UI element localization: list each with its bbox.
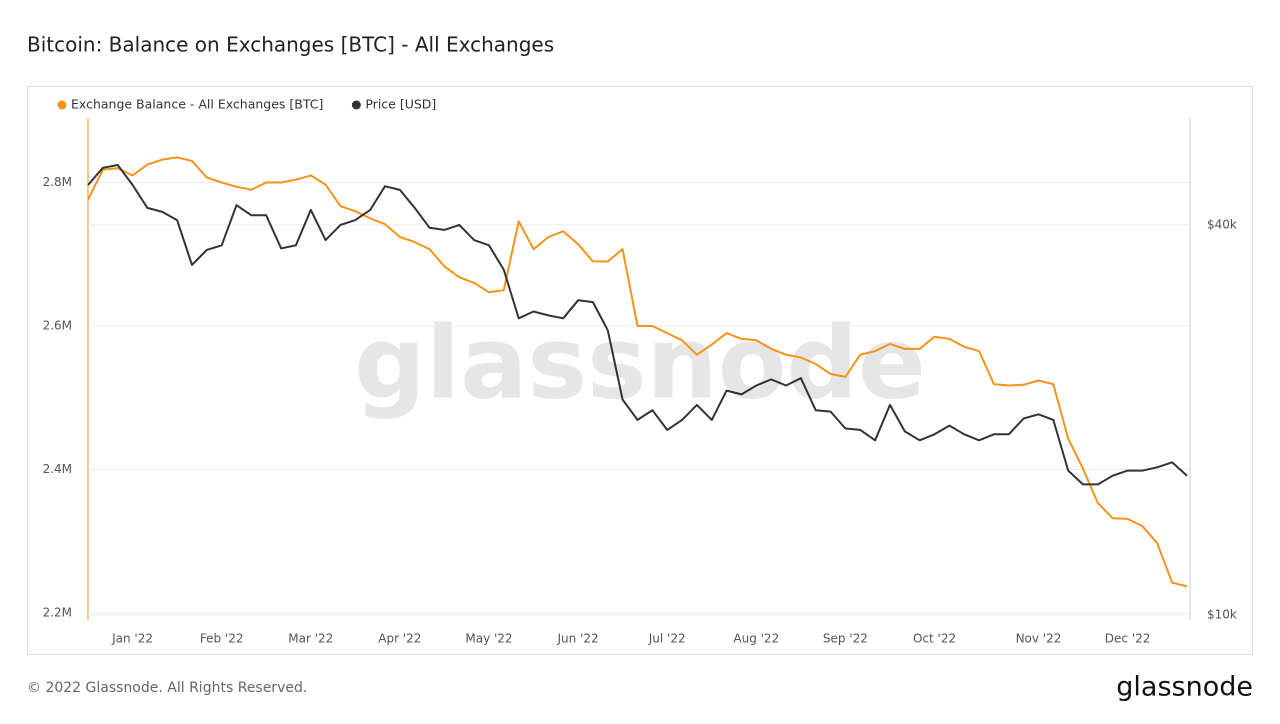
y-tick-label: 2.8M [43, 175, 72, 189]
y2-tick-label: $10k [1207, 607, 1237, 621]
x-tick-label: Sep '22 [823, 632, 868, 646]
series-line [87, 156, 1188, 588]
watermark: glassnode [354, 304, 926, 421]
y-tick-label: 2.2M [43, 605, 72, 619]
legend-marker [351, 100, 361, 110]
x-tick-label: Nov '22 [1016, 632, 1062, 646]
x-tick-label: Dec '22 [1105, 632, 1151, 646]
x-tick-label: Jun '22 [557, 632, 599, 646]
series-line [87, 164, 1188, 486]
x-tick-label: Aug '22 [733, 632, 779, 646]
x-tick-label: Jul '22 [648, 632, 686, 646]
x-tick-label: May '22 [465, 632, 512, 646]
logo: glassnode [1116, 672, 1253, 703]
chart-frame [27, 86, 1253, 655]
legend-label: Exchange Balance - All Exchanges [BTC] [71, 97, 323, 112]
y-tick-label: 2.6M [43, 318, 72, 332]
y2-tick-label: $40k [1207, 217, 1237, 231]
chart-title: Bitcoin: Balance on Exchanges [BTC] - Al… [27, 33, 554, 57]
x-tick-label: Jan '22 [111, 632, 153, 646]
x-tick-label: Apr '22 [378, 632, 421, 646]
y-tick-label: 2.4M [43, 462, 72, 476]
x-tick-label: Feb '22 [200, 632, 244, 646]
legend-label: Price [USD] [365, 97, 436, 112]
legend-marker [57, 100, 67, 110]
x-tick-label: Mar '22 [288, 632, 333, 646]
footer: © 2022 Glassnode. All Rights Reserved. [27, 680, 307, 696]
x-tick-label: Oct '22 [913, 632, 956, 646]
